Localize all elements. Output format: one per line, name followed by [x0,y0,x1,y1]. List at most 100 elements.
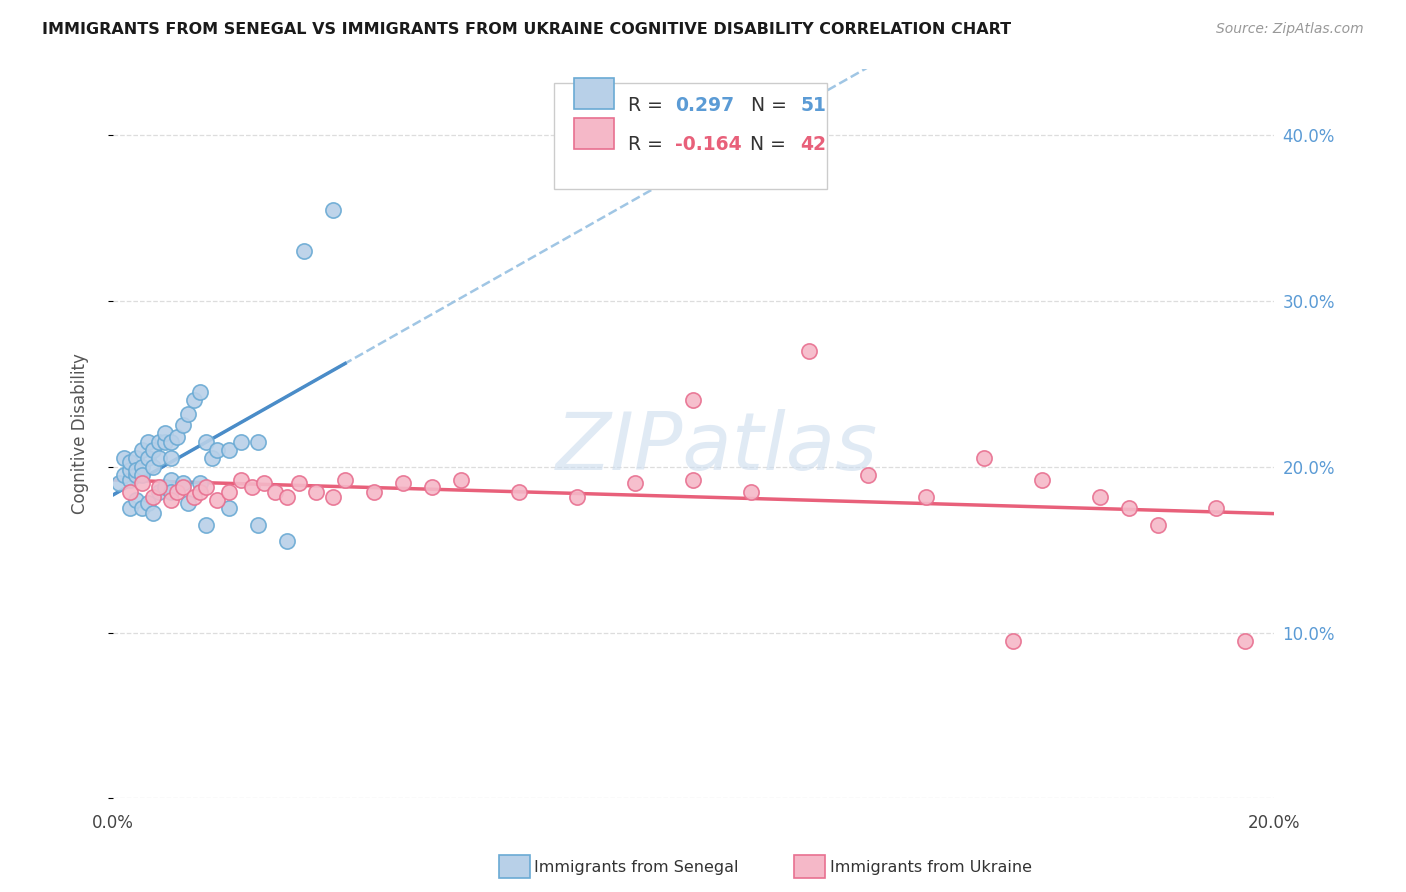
Point [160,484,183,499]
Point [218,443,240,458]
Point [177,496,200,510]
Point [194,479,217,493]
Text: Immigrants from Ukraine: Immigrants from Ukraine [830,860,1032,874]
Point [240,479,263,493]
Point [120,463,142,477]
Point [153,426,176,441]
FancyBboxPatch shape [554,83,827,189]
Point [148,434,170,449]
Point [246,434,269,449]
Point [120,484,142,499]
Point [1031,473,1053,487]
Point [131,459,153,474]
Point [160,473,183,487]
Point [153,479,176,493]
Point [172,476,194,491]
Point [125,451,148,466]
Text: R =: R = [628,95,669,114]
Point [142,490,165,504]
Point [125,467,148,482]
Point [305,484,328,499]
Point [120,501,142,516]
Bar [574,118,614,149]
Point [131,443,153,458]
Point [166,484,188,499]
Point [567,490,589,504]
Y-axis label: Cognitive Disability: Cognitive Disability [72,353,89,514]
Point [142,506,165,520]
Point [188,384,211,399]
Point [188,476,211,491]
Text: 0.297: 0.297 [675,95,734,114]
Point [120,473,142,487]
Point [450,473,472,487]
Point [160,434,183,449]
Point [287,476,309,491]
Text: Immigrants from Senegal: Immigrants from Senegal [534,860,738,874]
Point [131,467,153,482]
Point [914,490,936,504]
Point [682,393,704,408]
Point [114,451,136,466]
Point [148,479,170,493]
Point [1088,490,1111,504]
Point [294,244,316,258]
Point [160,451,183,466]
Point [142,459,165,474]
Point [160,492,183,507]
Point [136,434,159,449]
Point [148,484,170,499]
Point [420,479,443,493]
Point [125,492,148,507]
Point [1233,633,1256,648]
Point [1205,501,1227,516]
Point [107,476,129,491]
Point [131,476,153,491]
Point [253,476,276,491]
Point [218,484,240,499]
Point [799,343,821,358]
Point [322,202,344,217]
Point [131,501,153,516]
Point [194,517,217,532]
Bar [574,78,614,109]
Point [166,430,188,444]
Text: 42: 42 [800,135,827,154]
Text: N =: N = [738,95,793,114]
Text: R =: R = [628,135,669,154]
Point [114,467,136,482]
Point [183,490,205,504]
Point [136,451,159,466]
Point [177,407,200,421]
Point [264,484,287,499]
Point [207,443,229,458]
Point [142,443,165,458]
Point [200,451,222,466]
Point [363,484,385,499]
Point [276,490,298,504]
Point [740,484,762,499]
Point [682,473,704,487]
Point [856,467,879,482]
Text: N =: N = [751,135,792,154]
Point [973,451,995,466]
Point [148,451,170,466]
Point [172,418,194,433]
Point [172,479,194,493]
Text: -0.164: -0.164 [675,135,741,154]
Point [207,492,229,507]
Text: ZIPatlas: ZIPatlas [555,409,877,487]
Point [1001,633,1024,648]
Point [183,393,205,408]
Point [246,517,269,532]
Point [333,473,356,487]
Point [194,434,217,449]
Point [624,476,647,491]
Text: IMMIGRANTS FROM SENEGAL VS IMMIGRANTS FROM UKRAINE COGNITIVE DISABILITY CORRELAT: IMMIGRANTS FROM SENEGAL VS IMMIGRANTS FR… [42,22,1011,37]
Point [136,496,159,510]
Point [322,490,344,504]
Point [218,501,240,516]
Point [153,434,176,449]
Point [276,534,298,549]
Point [1118,501,1140,516]
